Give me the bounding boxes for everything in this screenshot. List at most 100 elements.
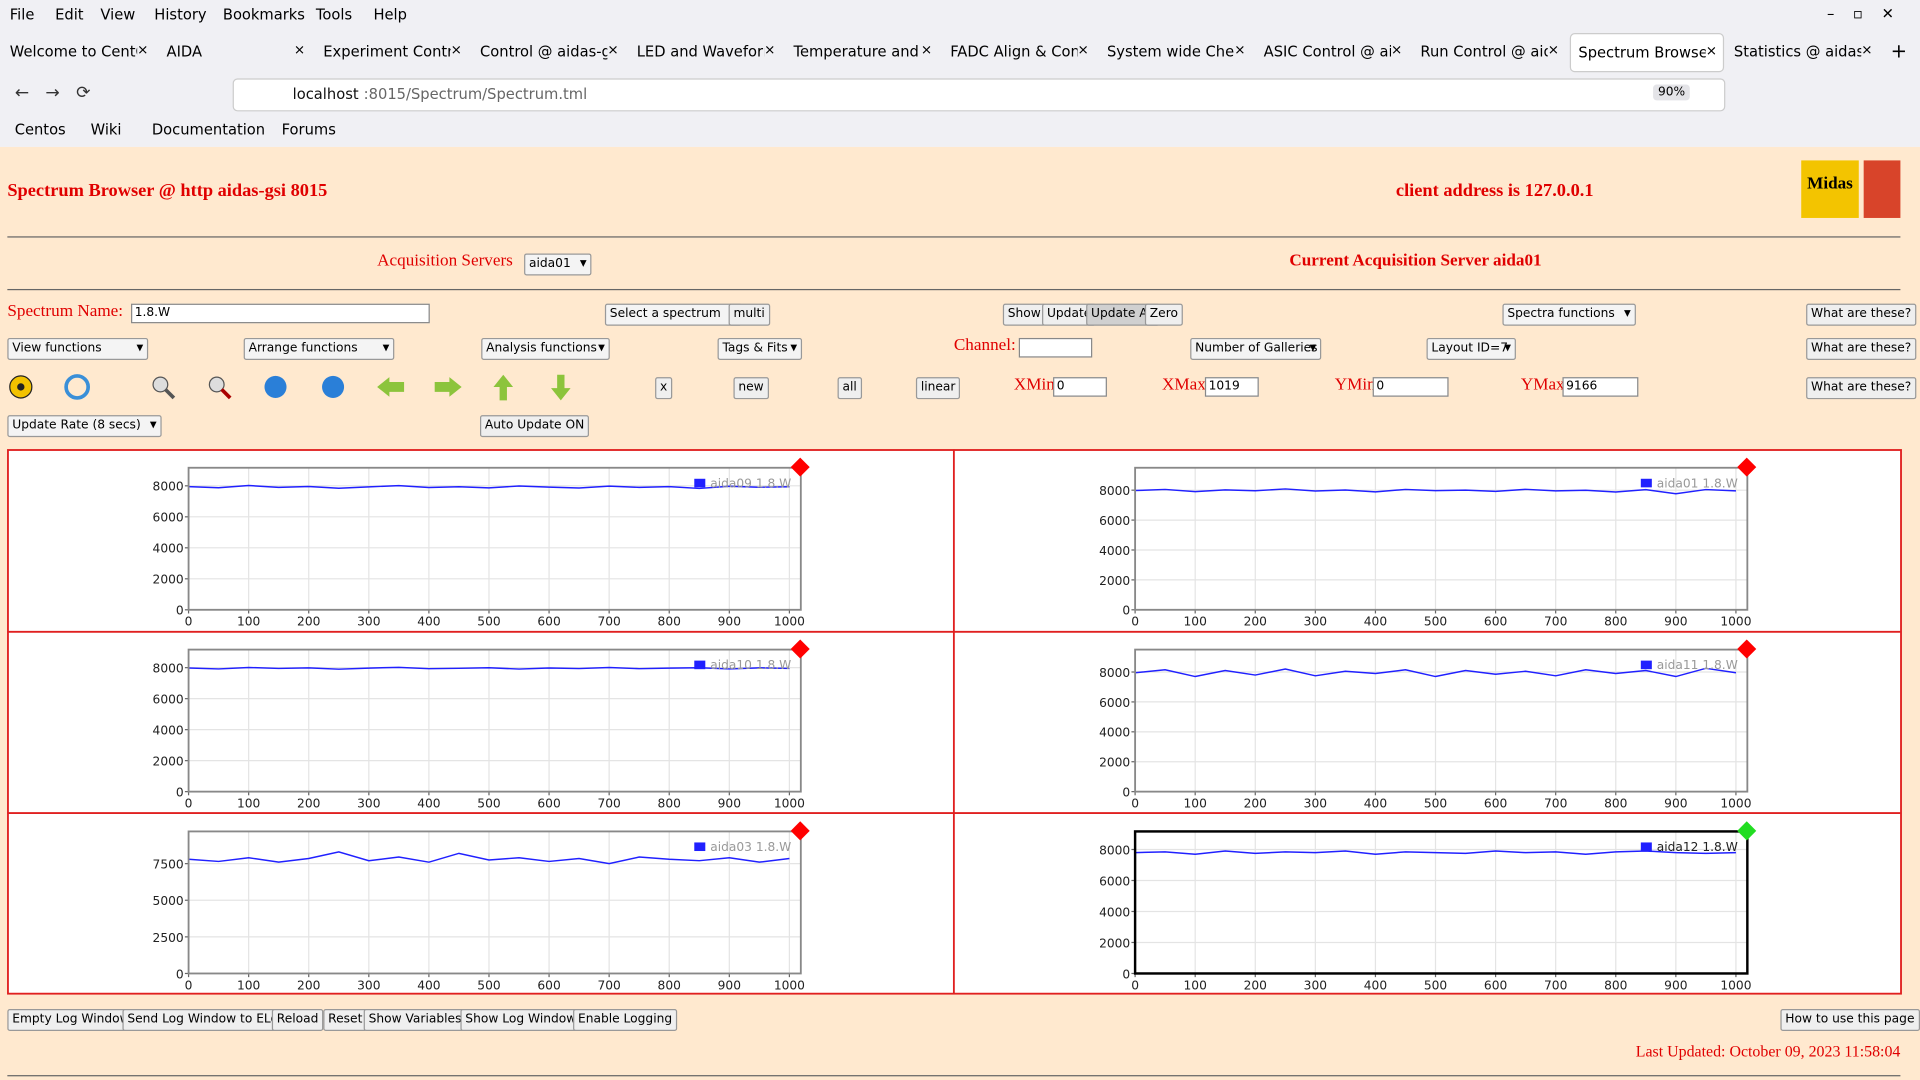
layout-select[interactable]: Layout ID=7 [1426,337,1516,360]
tab-close[interactable]: × [920,41,933,58]
x-tick-label: 800 [658,978,681,992]
x-tick-label: 100 [237,978,260,992]
footer-button[interactable]: Send Log Window to ELog [122,1008,291,1032]
small-button[interactable]: x [655,377,673,400]
footer-button[interactable]: Empty Log Window [7,1008,135,1032]
spectrum-name-input[interactable]: 1.8.W [131,303,430,324]
ymin-input[interactable]: 0 [1372,377,1449,397]
x-tick-label: 500 [477,615,500,629]
tab-close[interactable]: × [137,41,149,58]
xmin-input[interactable]: 0 [1053,377,1107,397]
tab[interactable]: LED and Waveforn × [629,33,781,70]
menu-item[interactable]: View [100,6,136,24]
tab-title: Experiment Contro [323,42,451,60]
toolbar-button[interactable]: Show [1002,303,1046,326]
tab-close[interactable]: × [1547,41,1560,58]
x-tick-label: 900 [718,797,741,811]
x-tick-label: 200 [1244,615,1267,629]
tab[interactable]: Control @ aidas-g × [473,33,625,70]
tab[interactable]: Temperature and s × [786,33,938,70]
channel-label: Channel: [953,336,1016,356]
tab-close[interactable]: × [764,41,776,58]
url-bar[interactable]: localhost :8015/Spectrum/Spectrum.tml 90… [232,78,1726,112]
bookmark[interactable]: Centos [14,121,66,139]
help-button[interactable]: What are these? [1806,303,1917,326]
footer-button[interactable]: Reset [323,1008,368,1032]
tags-fits[interactable]: Tags & Fits [717,337,803,360]
spectrum-line [188,484,790,490]
menu-item[interactable]: Bookmarks [222,6,305,24]
window-controls[interactable]: – ▫ ✕ [1826,4,1894,23]
menu-item[interactable]: Edit [55,6,84,24]
view-functions[interactable]: View functions [7,337,149,360]
how-to-button[interactable]: How to use this page [1780,1008,1920,1032]
tab[interactable]: ASIC Control @ ai × [1256,33,1408,70]
bookmark[interactable]: Wiki [90,121,122,139]
x-tick-label: 500 [477,797,500,811]
x-tick-label: 1000 [774,978,805,992]
help-button[interactable]: What are these? [1806,377,1917,400]
tab[interactable]: AIDA × [159,33,311,70]
small-button[interactable]: all [837,377,862,400]
number-of-galleries[interactable]: Number of Galleries [1190,337,1322,360]
menu-item[interactable]: Tools [315,6,353,24]
tab[interactable]: Welcome to CentC × [2,33,154,70]
x-tick-label: 100 [1184,797,1207,811]
tab[interactable]: Statistics @ aidas- × [1727,33,1879,70]
footer-button[interactable]: Show Variables [363,1008,467,1032]
tab[interactable]: Run Control @ aid × [1413,33,1565,70]
nav-buttons[interactable]: ← → ⟳ [14,83,91,103]
channel-input[interactable] [1018,337,1093,358]
menu-item[interactable]: Help [373,6,407,24]
small-button[interactable]: new [733,377,769,400]
ymax-input[interactable]: 9166 [1562,377,1639,397]
legend-swatch [1640,478,1652,488]
tab-close[interactable]: × [607,41,619,58]
multi-button[interactable]: multi [728,303,770,326]
arrange-functions[interactable]: Arrange functions [243,337,395,360]
update-rate[interactable]: Update Rate (8 secs) [7,415,162,438]
footer-button[interactable]: Reload [271,1008,324,1032]
tab[interactable]: System wide Chec × [1100,33,1252,70]
footer-button[interactable]: Enable Logging [573,1008,678,1032]
tab-title: Spectrum Browser [1578,44,1706,62]
y-tick-label: 0 [1122,967,1130,981]
menu-item[interactable]: History [154,6,207,24]
tab-close[interactable]: × [1077,41,1089,58]
zoom-level[interactable]: 90% [1653,84,1691,101]
x-tick-label: 400 [417,978,440,992]
bookmark[interactable]: Forums [281,121,336,139]
tab-close[interactable]: × [1234,41,1246,58]
x-tick-label: 500 [1424,978,1447,992]
tab[interactable]: FADC Align & Cont × [943,33,1095,70]
acq-select[interactable]: aida01 [524,253,592,276]
legend-swatch [1640,842,1652,852]
tab[interactable]: Spectrum Browser × [1569,33,1725,73]
bookmark[interactable]: Documentation [151,121,266,139]
tab[interactable]: Experiment Contro × [316,33,468,70]
spectra-functions[interactable]: Spectra functions [1502,303,1636,326]
x-tick-label: 400 [1364,615,1387,629]
tab-close[interactable]: × [293,41,306,58]
new-tab[interactable]: + [1890,39,1908,63]
tab-close[interactable]: × [1861,41,1873,58]
small-button[interactable]: linear [915,377,961,400]
footer-button[interactable]: Show Log Window [460,1008,582,1032]
toolbar-button[interactable]: Update All [1086,303,1160,326]
y-tick-label: 4000 [153,542,184,556]
auto-update[interactable]: Auto Update ON [480,415,590,438]
toolbar-button[interactable]: Update [1042,303,1097,326]
tab-close[interactable]: × [1391,41,1403,58]
y-tick-label: 6000 [153,693,184,707]
y-tick-label: 4000 [1099,905,1130,919]
tab-close[interactable]: × [1705,42,1718,59]
tab-title: Run Control @ aid [1420,42,1548,60]
analysis-functions[interactable]: Analysis functions [481,337,610,360]
tab-close[interactable]: × [450,41,462,58]
xmax-input[interactable]: 1019 [1204,377,1259,397]
tab-title: ASIC Control @ ai [1263,42,1392,60]
tool-icons[interactable] [0,367,588,406]
menu-item[interactable]: File [9,6,35,24]
toolbar-button[interactable]: Zero [1144,303,1183,326]
help-button[interactable]: What are these? [1806,337,1917,360]
